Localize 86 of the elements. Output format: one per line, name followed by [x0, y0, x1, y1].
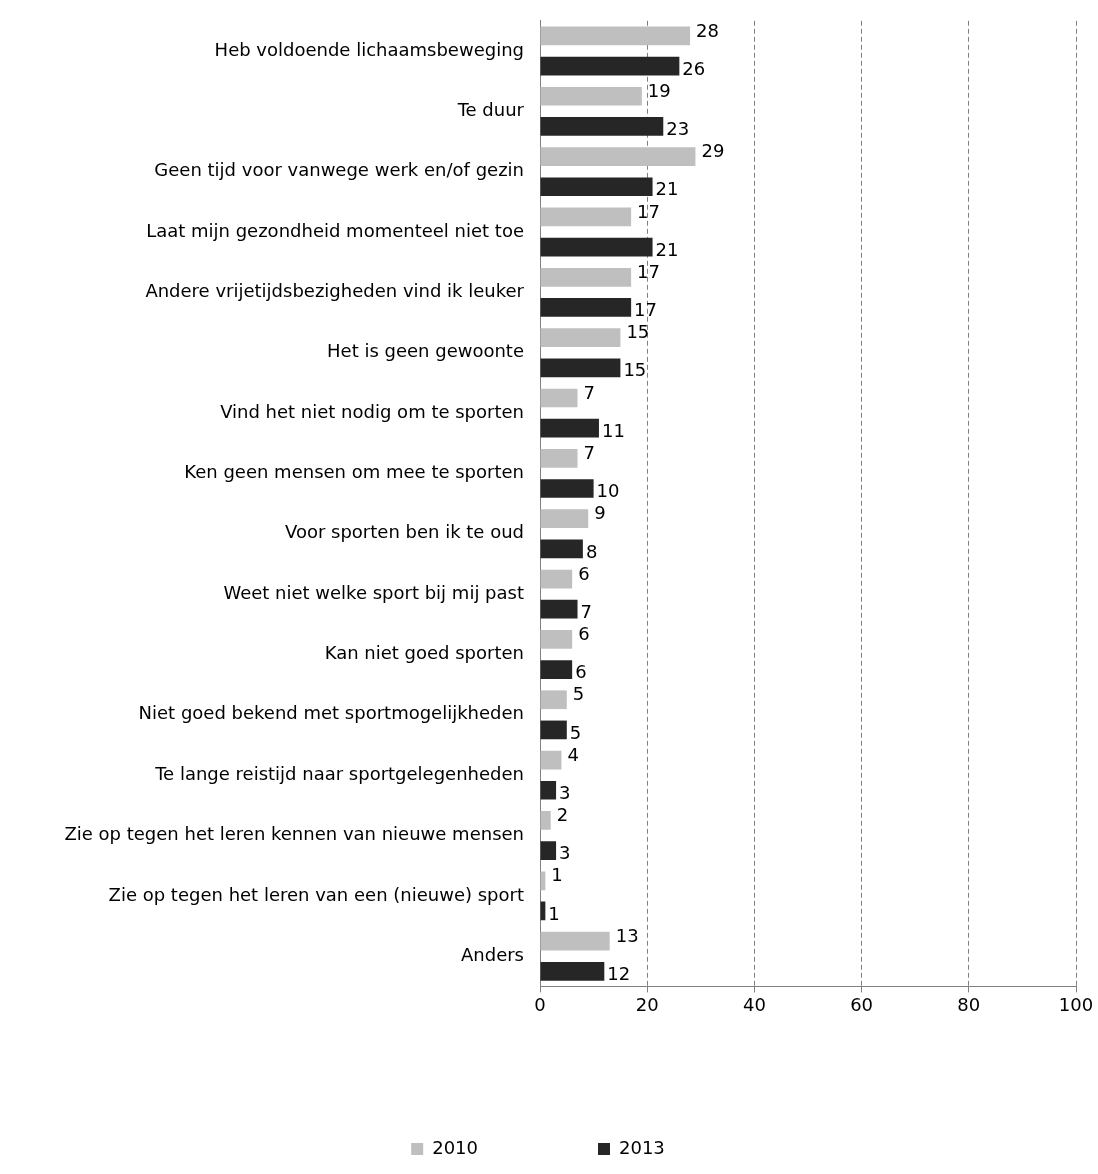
y-tick-label: Vind het niet nodig om te sporten: [220, 400, 524, 422]
data-label: 5: [569, 721, 582, 743]
data-label: 7: [580, 600, 592, 622]
data-label: 21: [655, 238, 679, 260]
bar: [540, 56, 680, 76]
bar: [540, 147, 696, 166]
data-label: 11: [601, 419, 625, 441]
bar: [540, 418, 599, 438]
y-tick-label: Geen tijd voor vanwege werk en/of gezin: [154, 159, 524, 181]
data-label: 6: [575, 661, 587, 683]
data-label: 6: [578, 562, 590, 584]
data-label: 17: [634, 299, 658, 321]
y-tick-label: Andere vrijetijdsbezigheden vind ik leuker: [145, 280, 525, 302]
bar: [540, 931, 610, 951]
data-label: 15: [623, 359, 647, 381]
data-label: 17: [637, 200, 661, 222]
bar: [540, 448, 578, 468]
y-tick-label: Anders: [461, 943, 524, 965]
data-label: 21: [655, 178, 679, 200]
y-tick-label: Voor sporten ben ik te oud: [284, 521, 524, 543]
bar: [540, 117, 664, 136]
y-tick-label: Kan niet goed sporten: [324, 642, 524, 664]
data-label: 5: [572, 683, 585, 705]
legend-label: 2010: [432, 1136, 478, 1158]
bar: [540, 780, 557, 800]
x-tick-label: 100: [1058, 993, 1094, 1015]
y-tick-label: Heb voldoende lichaamsbeweging: [214, 38, 524, 60]
legend-label: 2013: [619, 1136, 665, 1158]
data-label: 2: [556, 804, 569, 826]
y-tick-label: Zie op tegen het leren kennen van nieuwe mensen: [64, 823, 524, 845]
data-label: 3: [559, 842, 571, 864]
bar: [540, 630, 573, 649]
x-tick-label: 20: [635, 993, 659, 1015]
data-label: 9: [594, 502, 606, 524]
y-tick-label: Zie op tegen het leren van een (nieuwe) sport: [108, 883, 524, 905]
data-label: 7: [583, 381, 595, 403]
data-label: 1: [551, 864, 563, 886]
bar: [540, 539, 583, 559]
data-label: 15: [626, 321, 650, 343]
data-label: 1: [548, 902, 560, 924]
data-label: 6: [578, 623, 590, 645]
y-tick-label: Weet niet welke sport bij mij past: [223, 581, 524, 603]
bar: [540, 750, 562, 770]
bar: [540, 509, 589, 529]
bar: [540, 811, 551, 830]
bar: [540, 720, 567, 740]
bar: [540, 690, 567, 710]
x-tick-label: 60: [850, 993, 874, 1015]
bar: [540, 961, 605, 981]
bar: [540, 26, 691, 46]
bar: [540, 841, 557, 860]
data-label: 23: [666, 118, 690, 140]
y-tick-label: Te duur: [456, 99, 525, 120]
data-label: 28: [696, 19, 719, 41]
bar: [540, 599, 578, 619]
x-tick-label: 40: [742, 993, 766, 1015]
y-tick-label: Het is geen gewoonte: [327, 340, 524, 362]
bar: [540, 479, 594, 498]
y-tick-label: Ken geen mensen om mee te sporten: [184, 461, 524, 483]
data-label: 10: [596, 480, 620, 502]
bar: [540, 328, 621, 347]
y-tick-label: Laat mijn gezondheid momenteel niet toe: [146, 219, 524, 241]
data-label: 17: [637, 260, 661, 282]
bar: [540, 86, 642, 106]
bar: [540, 298, 632, 317]
bar: [540, 267, 632, 287]
bar: [540, 660, 573, 679]
data-label: 8: [585, 540, 598, 562]
y-tick-label: Te lange reistijd naar sportgelegenheden: [154, 762, 524, 784]
x-tick-label: 80: [957, 993, 981, 1015]
data-label: 7: [583, 442, 595, 464]
data-label: 4: [567, 743, 579, 765]
bar: [540, 388, 578, 408]
data-label: 3: [559, 781, 571, 803]
bar: [540, 358, 621, 378]
bar: [540, 177, 653, 197]
data-label: 12: [607, 962, 631, 984]
x-tick-label: 0: [534, 993, 546, 1015]
data-label: 29: [701, 140, 725, 162]
bar: [540, 207, 632, 227]
y-tick-label: Niet goed bekend met sportmogelijkheden: [138, 702, 524, 724]
bar: [540, 569, 573, 589]
bar: [540, 237, 653, 257]
data-label: 26: [682, 57, 706, 79]
data-label: 19: [647, 79, 671, 101]
data-label: 13: [615, 924, 639, 946]
